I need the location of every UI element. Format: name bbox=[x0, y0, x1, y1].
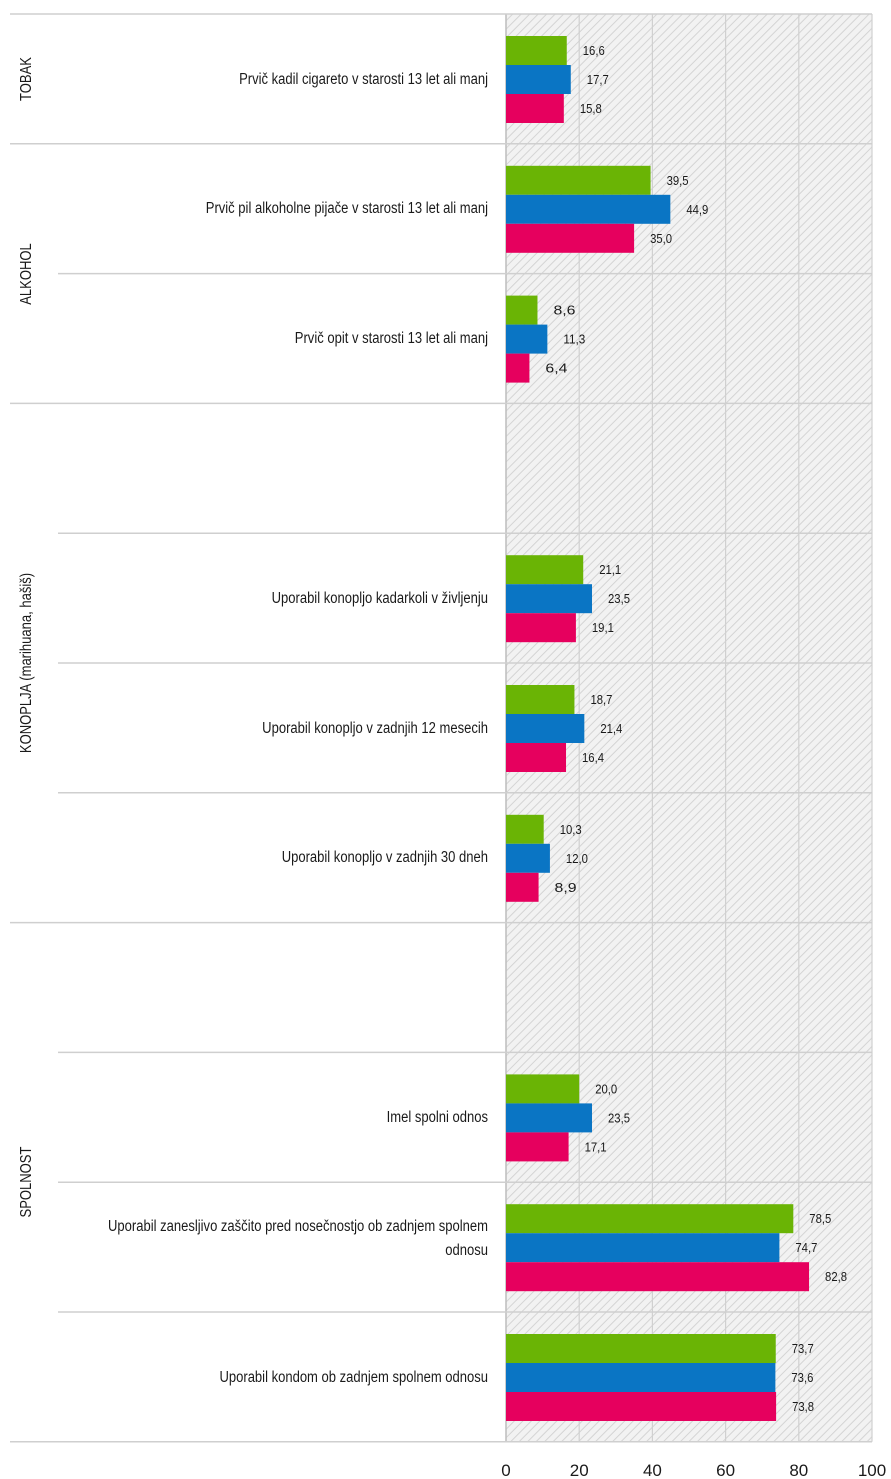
bar-value-label: 23,5 bbox=[608, 1111, 630, 1125]
bar bbox=[506, 295, 538, 325]
bar-value-label: 73,7 bbox=[792, 1342, 814, 1356]
bar-value-label: 18,7 bbox=[590, 693, 612, 707]
bar bbox=[506, 94, 564, 123]
bar-value-label: 17,7 bbox=[587, 73, 609, 87]
bar bbox=[506, 714, 585, 743]
bar-value-label: 21,1 bbox=[599, 563, 621, 577]
x-tick-label: 80 bbox=[789, 1461, 808, 1479]
bar bbox=[506, 843, 550, 873]
bar bbox=[506, 165, 651, 195]
group-label: TOBAK bbox=[18, 56, 35, 101]
bar-value-label: 82,8 bbox=[825, 1270, 847, 1284]
bar bbox=[506, 1132, 569, 1162]
bar-value-label: 16,4 bbox=[582, 751, 604, 765]
bar bbox=[506, 1363, 776, 1392]
bar bbox=[506, 36, 567, 65]
row-label: Uporabil konopljo v zadnjih 30 dneh bbox=[281, 849, 488, 867]
bar bbox=[506, 1262, 810, 1292]
row-label: Uporabil kondom ob zadnjem spolnem odnos… bbox=[219, 1368, 488, 1386]
bar-value-label: 16,6 bbox=[583, 44, 605, 58]
bar bbox=[506, 324, 548, 354]
bar-value-label: 20,0 bbox=[595, 1082, 617, 1096]
group-label: KONOPLJA (marihuana, hašiš) bbox=[18, 572, 35, 754]
bar bbox=[506, 194, 671, 224]
bar bbox=[506, 1074, 580, 1104]
row-label: Imel spolni odnos bbox=[386, 1108, 488, 1126]
bar bbox=[506, 1392, 777, 1421]
row-label: Uporabil konopljo kadarkoli v življenju bbox=[271, 589, 488, 607]
bar-value-label: 6,4 bbox=[545, 362, 567, 376]
bar-value-label: 8,6 bbox=[553, 304, 575, 318]
bar bbox=[506, 555, 584, 585]
bar-value-label: 10,3 bbox=[560, 823, 582, 837]
bar-value-label: 12,0 bbox=[566, 852, 588, 866]
bar bbox=[506, 814, 544, 844]
bar-value-label: 73,8 bbox=[792, 1400, 814, 1414]
bar-value-label: 11,3 bbox=[563, 333, 585, 347]
bar bbox=[506, 223, 635, 253]
x-tick-label: 20 bbox=[570, 1461, 589, 1479]
bar-value-label: 74,7 bbox=[795, 1241, 817, 1255]
bar-value-label: 23,5 bbox=[608, 592, 630, 606]
row-label: Prvič kadil cigareto v starosti 13 let a… bbox=[239, 70, 488, 88]
row-label: Prvič opit v starosti 13 let ali manj bbox=[294, 330, 488, 348]
bar-value-label: 17,1 bbox=[585, 1140, 607, 1154]
bar-value-label: 35,0 bbox=[650, 232, 672, 246]
bar bbox=[506, 1204, 794, 1234]
bar bbox=[506, 65, 571, 94]
bar-value-label: 78,5 bbox=[809, 1212, 831, 1226]
bar-value-label: 73,6 bbox=[791, 1371, 813, 1385]
bar bbox=[506, 685, 575, 714]
bar bbox=[506, 1103, 593, 1133]
bar bbox=[506, 1334, 776, 1363]
bar-value-label: 21,4 bbox=[600, 722, 622, 736]
bar-value-label: 44,9 bbox=[686, 203, 708, 217]
bar bbox=[506, 743, 567, 772]
x-tick-label: 100 bbox=[858, 1461, 886, 1479]
x-tick-label: 60 bbox=[716, 1461, 735, 1479]
bar-value-label: 8,9 bbox=[555, 881, 577, 895]
bar-value-label: 39,5 bbox=[667, 174, 689, 188]
bar-value-label: 19,1 bbox=[592, 621, 614, 635]
row-label: Prvič pil alkoholne pijače v starosti 13… bbox=[205, 200, 488, 218]
bar bbox=[506, 353, 530, 383]
row-label: Uporabil konopljo v zadnjih 12 mesecih bbox=[262, 719, 488, 737]
bar bbox=[506, 613, 576, 643]
x-tick-label: 40 bbox=[643, 1461, 662, 1479]
group-label: SPOLNOST bbox=[18, 1146, 35, 1218]
bar-value-label: 15,8 bbox=[580, 102, 602, 116]
row-label: Uporabil zanesljivo zaščito pred nosečno… bbox=[108, 1217, 489, 1259]
bar bbox=[506, 1233, 780, 1263]
group-label: ALKOHOL bbox=[18, 242, 35, 305]
bar bbox=[506, 872, 539, 902]
bar bbox=[506, 584, 593, 614]
x-tick-label: 0 bbox=[501, 1461, 510, 1479]
